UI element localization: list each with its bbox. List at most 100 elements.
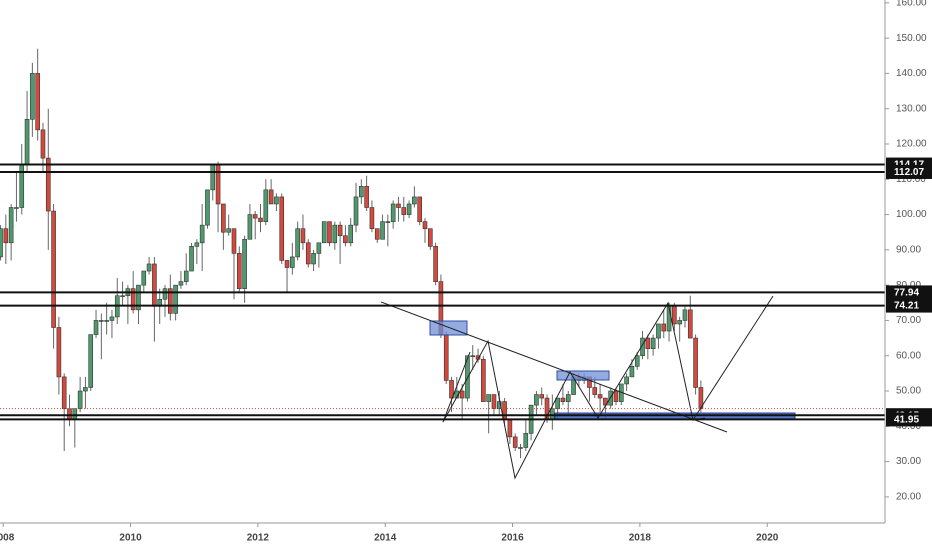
y-tick-label: 80.00 <box>896 280 921 291</box>
candle-body <box>226 228 231 233</box>
candle-body <box>279 196 285 261</box>
candle-body <box>146 263 152 272</box>
candle-body <box>162 288 168 300</box>
candle-body <box>295 228 300 258</box>
candle-body <box>592 387 598 395</box>
candle-body <box>311 253 316 265</box>
candle-body <box>67 408 72 420</box>
x-tick-label: 2020 <box>756 533 779 544</box>
y-tick-label: 70.00 <box>896 315 921 326</box>
candle-body <box>327 221 332 244</box>
candle-body <box>433 246 438 282</box>
candle-body <box>555 397 560 409</box>
candle-body <box>417 196 422 222</box>
candle-body <box>640 337 645 357</box>
candle-body <box>130 288 136 311</box>
y-tick-label: 150.00 <box>896 33 927 44</box>
candle-body <box>682 309 688 321</box>
candle-body <box>173 284 178 314</box>
candle-body <box>401 207 407 215</box>
candle-body <box>56 327 62 378</box>
candle-body <box>343 235 348 244</box>
candle-body <box>247 214 253 240</box>
y-tick-label: 160.00 <box>896 0 927 8</box>
candle-body <box>359 186 364 198</box>
candle-body <box>523 433 529 448</box>
candle-body <box>284 260 290 268</box>
y-tick-label: 120.00 <box>896 139 927 150</box>
level-label: 77.94 <box>894 288 919 299</box>
candle-body <box>661 323 667 332</box>
y-tick-label: 60.00 <box>896 350 921 361</box>
candle-body <box>242 238 247 289</box>
candle-body <box>252 214 258 219</box>
candle-body <box>104 320 109 322</box>
y-tick-label: 50.00 <box>896 386 921 397</box>
y-tick-label: 110.00 <box>896 174 926 185</box>
candle-body <box>677 320 682 325</box>
candle-body <box>337 224 343 237</box>
candle-body <box>199 224 205 244</box>
x-tick-label: 2016 <box>501 533 524 544</box>
candle-body <box>263 189 269 222</box>
candle-body <box>236 253 242 289</box>
x-tick-label: 2014 <box>374 533 397 544</box>
candle-body <box>88 334 94 388</box>
candle-body <box>77 390 83 409</box>
candle-body <box>183 270 189 282</box>
candle-body <box>40 129 46 159</box>
candle-body <box>8 207 14 244</box>
candle-body <box>390 203 396 222</box>
levels <box>0 163 885 421</box>
candle-body <box>629 366 635 378</box>
candle-body <box>672 306 677 325</box>
candle-body <box>316 242 322 254</box>
candle-body <box>83 387 88 392</box>
candle-body <box>412 196 417 205</box>
candle-body <box>693 337 698 388</box>
level-label-box <box>886 285 932 300</box>
candle-body <box>550 408 555 420</box>
zone-box <box>429 320 468 336</box>
candle-body <box>152 263 157 307</box>
candle-body <box>24 118 30 166</box>
candle-body <box>3 228 9 244</box>
candle-body <box>507 418 513 438</box>
x-tick-label: 2008 <box>0 533 15 544</box>
level-label: 41.95 <box>894 415 919 426</box>
candle-body <box>274 196 279 205</box>
y-tick-label: 20.00 <box>896 492 921 503</box>
candle-body <box>534 394 539 406</box>
candle-body <box>205 189 210 226</box>
candle-body <box>422 221 428 229</box>
candle-body <box>136 284 141 311</box>
x-tick-label: 2012 <box>247 533 270 544</box>
candle-body <box>597 394 603 399</box>
candle-body <box>109 316 115 321</box>
candle-body <box>491 394 497 409</box>
candle-body <box>518 447 523 449</box>
candle-body <box>687 309 693 339</box>
candle-body <box>459 390 465 399</box>
candle-body <box>613 390 619 402</box>
candle-body <box>45 157 51 212</box>
candle-body <box>369 207 375 229</box>
candle-body <box>305 242 311 265</box>
x-tick-label: 2018 <box>629 533 652 544</box>
candle-body <box>120 295 125 298</box>
candle-body <box>0 228 3 258</box>
candle-body <box>72 408 78 420</box>
level-label-box <box>886 412 932 427</box>
candle-body <box>93 320 99 335</box>
candle-body <box>634 355 640 367</box>
candle-body <box>650 337 656 349</box>
candle-body <box>321 221 327 244</box>
zigzag <box>442 351 471 423</box>
candle-body <box>189 246 194 272</box>
y-tick-label: 40.00 <box>896 421 921 432</box>
candle-body <box>560 397 566 402</box>
candle-body <box>380 221 385 240</box>
